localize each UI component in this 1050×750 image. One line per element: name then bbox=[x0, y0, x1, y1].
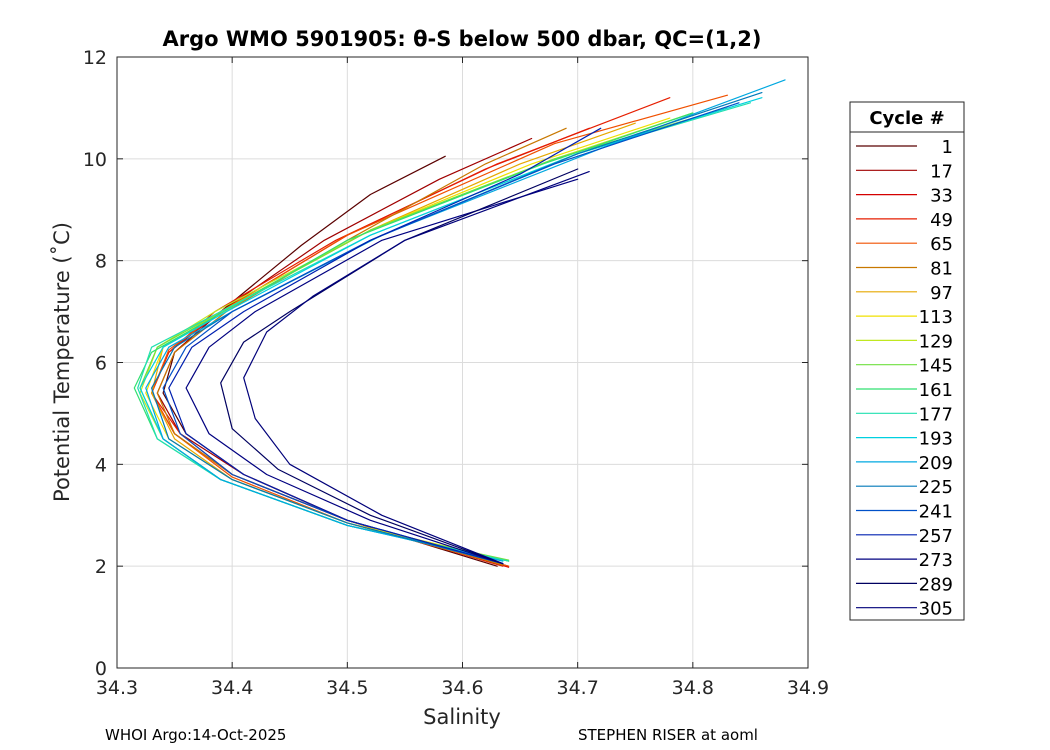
x-tick-label: 34.3 bbox=[96, 677, 138, 699]
legend-entry-label: 113 bbox=[919, 307, 953, 328]
legend-entries: 1 17 33 49 65 81 97 113 129 145 161 177 193 209 225 241… bbox=[856, 137, 953, 620]
legend-entry-label: 97 bbox=[930, 283, 953, 304]
legend-entry-label: 209 bbox=[919, 453, 953, 474]
y-tick-label: 10 bbox=[83, 149, 107, 171]
legend-title: Cycle # bbox=[869, 108, 944, 129]
legend-entry-label: 289 bbox=[919, 574, 953, 595]
legend-entry-label: 225 bbox=[919, 477, 953, 498]
x-tick-label: 34.8 bbox=[672, 677, 714, 699]
y-tick-label: 2 bbox=[95, 556, 107, 578]
series-line-cycle-209 bbox=[145, 79, 786, 562]
legend-entry-label: 17 bbox=[930, 161, 953, 182]
legend-entry-label: 241 bbox=[919, 502, 953, 523]
legend-entry-label: 177 bbox=[919, 404, 953, 425]
legend-entry-label: 33 bbox=[930, 186, 953, 207]
legend-entry-label: 193 bbox=[919, 429, 953, 450]
legend-entry-label: 65 bbox=[930, 234, 953, 255]
chart-title: Argo WMO 5901905: θ-S below 500 dbar, QC… bbox=[163, 27, 762, 51]
y-tick-label: 12 bbox=[83, 47, 107, 69]
footer-right: STEPHEN RISER at aoml bbox=[578, 726, 758, 744]
series-line-cycle-241 bbox=[162, 102, 740, 565]
legend-entry-label: 81 bbox=[930, 259, 953, 280]
x-tick-label: 34.6 bbox=[441, 677, 483, 699]
y-tick-label: 4 bbox=[95, 454, 107, 476]
x-tick-label: 34.9 bbox=[787, 677, 829, 699]
legend-entry-label: 273 bbox=[919, 550, 953, 571]
legend: Cycle # 1 17 33 49 65 81 97 113 129 145 161 177 193 2… bbox=[849, 101, 965, 621]
legend-entry-label: 305 bbox=[919, 599, 953, 620]
legend-entry-label: 257 bbox=[919, 526, 953, 547]
y-axis-label: Potential Temperature (˚C) bbox=[50, 222, 74, 502]
legend-box bbox=[849, 101, 965, 621]
series-line-cycle-65 bbox=[151, 94, 728, 567]
y-tick-label: 6 bbox=[95, 353, 107, 375]
legend-entry-label: 145 bbox=[919, 356, 953, 377]
series-line-cycle-305 bbox=[243, 171, 590, 565]
legend-entry-label: 129 bbox=[919, 331, 953, 352]
y-tick-label: 0 bbox=[95, 658, 107, 680]
legend-entry-label: 1 bbox=[942, 137, 953, 158]
y-tick-label: 8 bbox=[95, 251, 107, 273]
series-line-cycle-257 bbox=[168, 127, 602, 565]
y-axis-ticks: 0 2 4 6 8 10 12 bbox=[83, 47, 808, 680]
plot-area: 34.3 34.4 34.5 34.6 34.7 34.8 34.9 0 2 4 6 8 10 12 bbox=[83, 47, 829, 699]
series-group bbox=[133, 79, 786, 568]
x-axis-ticks: 34.3 34.4 34.5 34.6 34.7 34.8 34.9 bbox=[96, 57, 829, 699]
legend-entry-label: 161 bbox=[919, 380, 953, 401]
x-axis-label: Salinity bbox=[423, 705, 501, 729]
x-tick-label: 34.5 bbox=[326, 677, 368, 699]
legend-entry-label: 49 bbox=[930, 210, 953, 231]
footer-left: WHOI Argo:14-Oct-2025 bbox=[105, 726, 286, 744]
x-tick-label: 34.7 bbox=[557, 677, 599, 699]
x-tick-label: 34.4 bbox=[211, 677, 253, 699]
series-line-cycle-273 bbox=[185, 178, 579, 565]
